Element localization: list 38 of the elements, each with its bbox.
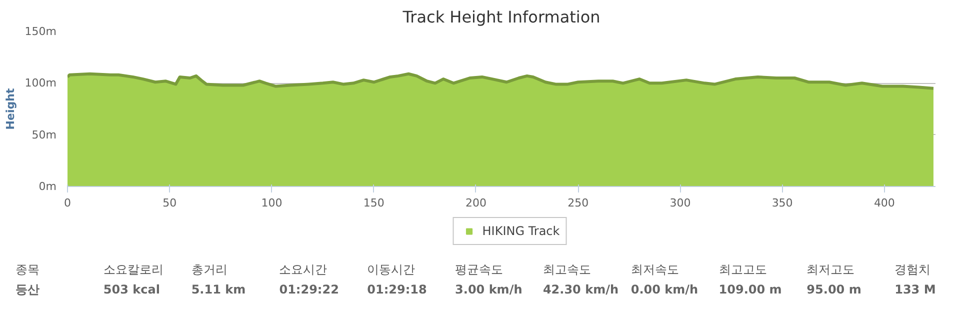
x-tick-label: 100 — [261, 196, 282, 210]
text: 경험치 — [894, 262, 931, 276]
text: 0.00 km/h — [630, 282, 698, 296]
text: 최저고도 — [806, 262, 855, 276]
text: 01:29:22 — [279, 282, 339, 296]
text: 등산 — [16, 282, 40, 296]
text: 최고속도 — [542, 262, 591, 276]
x-tick-label: 200 — [465, 196, 486, 210]
x-tick-label: 50 — [162, 196, 177, 210]
y-tick-label: 150m — [24, 25, 57, 38]
text: 01:29:18 — [367, 282, 427, 296]
text: 109.00 m — [718, 282, 782, 296]
x-tick-label: 0 — [64, 196, 71, 210]
y-tick-label: 0m — [38, 180, 57, 193]
y-tick-label: 100m — [24, 76, 57, 90]
text: 소요시간 — [279, 262, 328, 276]
text: 3.00 km/h — [455, 282, 522, 296]
text: 42.30 km/h — [542, 282, 618, 296]
text: 5.11 km — [191, 282, 246, 296]
text: 종목 — [16, 262, 40, 276]
text: 133 M — [894, 282, 936, 296]
text: 평균속도 — [455, 262, 504, 276]
x-tick-label: 350 — [772, 196, 793, 210]
chart-title: Track Height Information — [402, 8, 600, 26]
text: 최고고도 — [718, 262, 767, 276]
y-axis-title: Height — [4, 88, 17, 130]
y-tick-label: 50m — [32, 128, 57, 142]
x-tick-label: 150 — [363, 196, 384, 210]
text: 503 kcal — [103, 282, 160, 296]
text: 95.00 m — [806, 282, 862, 296]
x-tick-label: 250 — [568, 196, 589, 210]
text: 이동시간 — [367, 262, 416, 276]
x-tick-label: 400 — [874, 196, 895, 210]
text: 소요칼로리 — [103, 262, 164, 276]
legend-label: HIKING Track — [482, 224, 560, 238]
text: 최저속도 — [630, 262, 679, 276]
x-tick-label: 300 — [670, 196, 691, 210]
text: 총거리 — [191, 262, 228, 276]
